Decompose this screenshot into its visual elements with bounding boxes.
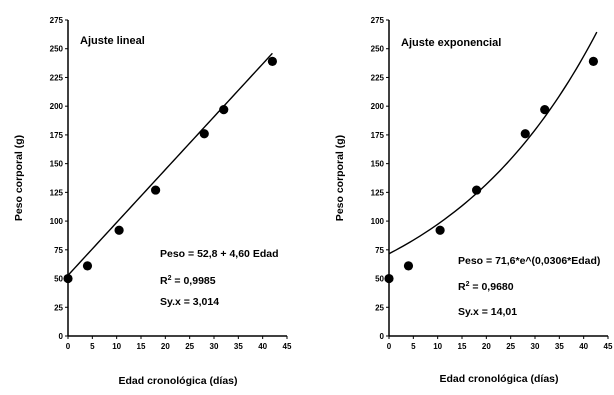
y-axis-label: Peso corporal (g): [13, 135, 25, 221]
y-tick-label: 0: [59, 332, 64, 341]
y-tick-label: 100: [50, 217, 64, 226]
y-tick-label: 25: [375, 303, 384, 312]
data-point: [588, 56, 599, 66]
x-tick-label: 35: [234, 342, 243, 351]
data-points: [63, 56, 277, 284]
x-tick-label: 5: [90, 342, 95, 351]
axes: [65, 19, 288, 339]
y-tick-label: 25: [54, 303, 63, 312]
r2-prefix: R: [160, 275, 168, 287]
data-point: [384, 273, 394, 284]
y-tick-label: 75: [375, 246, 384, 255]
y-tick-label: 75: [54, 246, 63, 255]
x-tick-label: 10: [433, 342, 442, 351]
x-tick-label: 0: [66, 342, 71, 351]
equation-label: Peso = 52,8 + 4,60 Edad: [160, 248, 279, 260]
y-tick-label: 150: [50, 160, 64, 169]
y-tick-label: 275: [50, 16, 64, 25]
x-tick-label: 5: [411, 342, 416, 351]
y-tick-label: 125: [371, 188, 385, 197]
r2-prefix: R: [458, 281, 466, 293]
data-point: [520, 129, 530, 139]
y-tick-label: 200: [371, 102, 385, 111]
fit-line: [67, 52, 273, 276]
y-tick-label: 50: [54, 275, 63, 284]
syx-label: Sy.x = 3,014: [160, 296, 219, 308]
data-point: [151, 185, 161, 195]
r2-label: R2 = 0,9985: [160, 275, 216, 287]
data-point: [82, 261, 93, 271]
x-tick-label: 15: [458, 342, 467, 351]
y-tick-labels: 0 25 50 75 100 125 150 175 200 225 250 275: [50, 16, 64, 341]
syx-label: Sy.x = 14,01: [458, 306, 517, 318]
x-axis-label: Edad cronológica (días): [439, 373, 558, 385]
y-tick-label: 225: [371, 73, 385, 82]
x-tick-label: 40: [258, 342, 267, 351]
r2-label: R2 = 0,9680: [458, 281, 514, 293]
x-tick-label: 10: [112, 342, 121, 351]
y-tick-label: 275: [371, 16, 385, 25]
y-tick-labels: 0 25 50 75 100 125 150 175 200 225 250 275: [371, 16, 385, 341]
data-point: [435, 225, 445, 235]
x-tick-labels: 0 5 10 15 20 25 30 35 40 45: [387, 342, 613, 351]
data-point: [114, 225, 124, 235]
panel-title: Ajuste exponencial: [401, 37, 501, 49]
y-tick-label: 175: [50, 131, 64, 140]
x-tick-labels: 0 5 10 15 20 25 30 35 40 45: [66, 342, 292, 351]
x-tick-label: 25: [185, 342, 194, 351]
data-point: [403, 261, 414, 271]
x-tick-label: 20: [161, 342, 170, 351]
y-tick-label: 200: [50, 102, 64, 111]
y-tick-label: 175: [371, 131, 385, 140]
data-point: [199, 129, 209, 139]
data-points: [384, 56, 599, 284]
fit-curve: [388, 31, 598, 255]
y-tick-label: 50: [375, 275, 384, 284]
data-point: [219, 105, 229, 115]
y-tick-label: 150: [371, 160, 385, 169]
x-tick-label: 20: [482, 342, 491, 351]
y-tick-label: 100: [371, 217, 385, 226]
y-axis-label: Peso corporal (g): [334, 135, 346, 221]
x-tick-label: 40: [579, 342, 588, 351]
data-point: [540, 105, 550, 115]
r2-value: = 0,9680: [470, 281, 514, 293]
data-point: [472, 185, 482, 195]
r2-superscript: 2: [466, 281, 470, 288]
y-tick-label: 225: [50, 73, 64, 82]
y-tick-label: 0: [380, 332, 385, 341]
x-tick-label: 30: [210, 342, 219, 351]
r2-superscript: 2: [168, 275, 172, 282]
y-tick-label: 250: [371, 45, 385, 54]
x-tick-label: 35: [555, 342, 564, 351]
y-tick-label: 125: [50, 188, 64, 197]
y-tick-label: 250: [50, 45, 64, 54]
axes: [386, 19, 609, 339]
panel-title: Ajuste lineal: [80, 35, 145, 47]
r2-value: = 0,9985: [172, 275, 216, 287]
x-tick-label: 15: [137, 342, 146, 351]
data-point: [267, 56, 277, 66]
x-tick-label: 0: [387, 342, 392, 351]
x-tick-label: 45: [283, 342, 292, 351]
x-tick-label: 30: [531, 342, 540, 351]
data-point: [63, 273, 73, 284]
equation-label: Peso = 71,6*e^(0,0306*Edad): [458, 255, 600, 267]
x-axis-label: Edad cronológica (días): [118, 375, 237, 387]
x-tick-label: 25: [506, 342, 515, 351]
x-tick-label: 45: [604, 342, 613, 351]
